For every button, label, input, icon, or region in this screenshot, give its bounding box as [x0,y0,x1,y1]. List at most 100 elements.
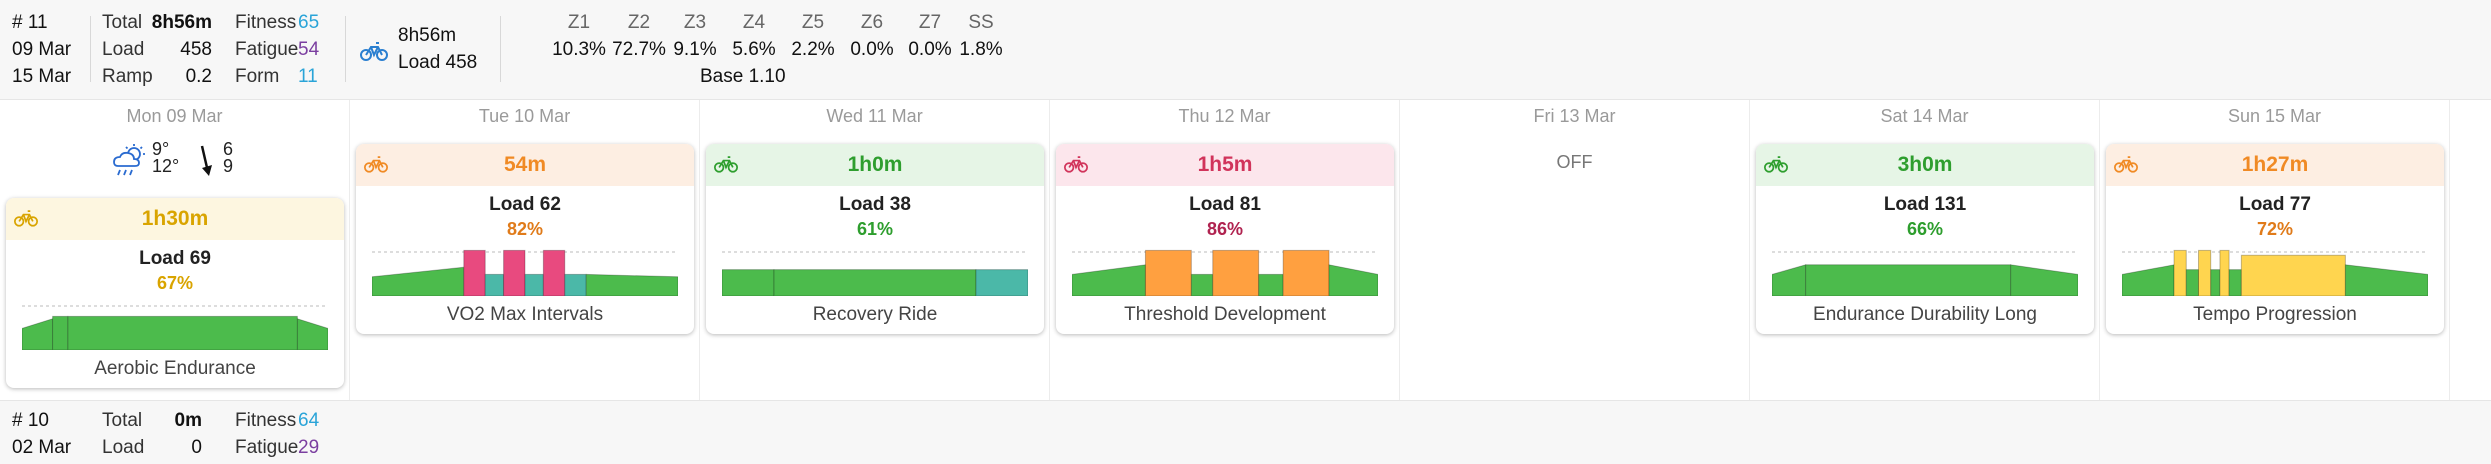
calendar-week: Mon 09 Mar 9° 12° 6 9 1h30m Load 69 67% Aer… [0,100,2491,400]
workout-header: 1h30m [6,198,344,240]
workout-name: Aerobic Endurance [94,358,256,379]
workout-card[interactable]: 3h0m Load 131 66% Endurance Durability Long [1756,144,2094,334]
fitness-value: 65 [298,12,320,33]
workout-load: Load 77 [2239,194,2311,215]
day-wednesday[interactable]: Wed 11 Mar 1h0m Load 38 61% Recovery Ride [700,100,1050,400]
workout-intensity: 61% [856,219,894,239]
ramp-label: Ramp [102,66,153,87]
workout-card[interactable]: 1h27m Load 77 72% Tempo Progression [2106,144,2444,334]
bike-icon [1064,156,1088,173]
prev-total-value: 0m [174,410,202,431]
workout-profile-chart [22,305,328,350]
interval-segment [372,266,465,296]
prev-week-number: # 10 [12,410,49,431]
interval-segment [296,318,328,350]
interval-segment [2210,269,2221,296]
workout-profile-chart [372,249,678,296]
day-sunday[interactable]: Sun 15 Mar 1h27m Load 77 72% Tempo Progress… [2100,100,2450,400]
interval-segment [564,273,587,296]
interval-segment [1328,264,1378,296]
wind-direction-icon [200,145,212,176]
fitness-labels: Fitness Fatigue Form [235,9,298,90]
workout-load: Load 38 [839,194,911,215]
workout-profile-chart [2122,249,2428,296]
interval-segment [484,273,505,296]
workout-name: Recovery Ride [812,304,938,325]
divider [345,16,346,82]
day-label: Fri 13 Mar [1533,106,1616,126]
prev-fatigue-value: 29 [298,437,320,458]
day-thursday[interactable]: Thu 12 Mar 1h5m Load 81 86% Threshold Devel… [1050,100,1400,400]
day-friday[interactable]: Fri 13 Mar OFF [1400,100,1750,400]
ramp-value: 0.2 [185,66,212,87]
workout-load: Load 62 [489,194,561,215]
fitness-label: Fitness [235,12,297,33]
workout-header: 3h0m [1756,144,2094,186]
interval-segment [722,269,775,296]
interval-segment [2240,254,2346,296]
ride-load: Load 458 [398,52,478,73]
workout-profile-chart [722,251,1028,296]
divider [500,16,501,82]
workout-card[interactable]: 1h5m Load 81 86% Threshold Development [1056,144,1394,334]
prev-total-label: Total [102,410,143,431]
day-label: Thu 12 Mar [1178,106,1271,126]
workout-card[interactable]: 54m Load 62 82% VO2 Max Intervals [356,144,694,334]
form-value: 11 [298,66,318,87]
workout-profile-chart [1072,249,1378,296]
interval-segment [1805,264,2012,296]
zone-z3: Z3 9.1% [673,12,717,60]
workout-name: Endurance Durability Long [1813,304,2037,325]
prev-fitness-labels: Fitness Fatigue [235,407,298,461]
load-label: Load [102,39,145,60]
workout-load: Load 81 [1189,194,1261,215]
interval-segment [2219,249,2230,296]
prev-fitness-value: 64 [298,410,320,431]
interval-segment [975,269,1028,296]
interval-segment [503,249,526,296]
workout-card[interactable]: 1h0m Load 38 61% Recovery Ride [706,144,1044,334]
workout-card[interactable]: 1h30m Load 69 67% Aerobic Endurance [6,198,344,388]
day-monday[interactable]: Mon 09 Mar 9° 12° 6 9 1h30m Load 69 67% Aer… [0,100,350,400]
interval-segment [2344,264,2428,296]
fitness-values: 65 54 11 [298,9,326,90]
workout-intensity: 82% [506,219,544,239]
ride-summary: 8h56m Load 458 [398,22,477,76]
partly-cloudy-rain-icon [113,144,145,176]
interval-segment [2173,249,2187,296]
interval-segment [22,318,54,350]
bike-icon [1764,156,1788,173]
workout-intensity: 67% [156,273,194,293]
workout-header: 1h5m [1056,144,1394,186]
workout-header: 1h27m [2106,144,2444,186]
interval-segment [463,249,486,296]
prev-week-start-date: 02 Mar [12,437,72,458]
interval-segment [2228,269,2242,296]
total-label: Total [102,12,143,33]
prev-fatigue-label: Fatigue [235,437,299,458]
totals-values: 8h56m 458 0.2 [150,9,212,90]
divider [90,16,91,82]
workout-duration: 1h5m [1197,153,1253,176]
fatigue-value: 54 [298,39,320,60]
workout-name: Tempo Progression [2193,304,2357,325]
day-saturday[interactable]: Sat 14 Mar 3h0m Load 131 66% Endurance Dura… [1750,100,2100,400]
prev-load-value: 0 [191,437,202,458]
wind-speed-b: 9 [223,156,234,176]
workout-intensity: 86% [1206,219,1244,239]
prev-fitness-label: Fitness [235,410,297,431]
week-number: # 11 [12,12,48,33]
interval-segment [542,249,566,296]
interval-segment [585,273,678,296]
weather: 9° 12° 6 9 [110,140,260,182]
workout-header: 54m [356,144,694,186]
zone-z5: Z5 2.2% [791,12,835,60]
zone-z2: Z2 72.7% [612,12,666,60]
interval-segment [67,315,298,350]
zone-ss: SS 1.8% [959,12,1003,60]
workout-load: Load 69 [139,248,211,269]
interval-segment [1212,249,1260,296]
workout-name: VO2 Max Intervals [446,304,604,325]
day-tuesday[interactable]: Tue 10 Mar 54m Load 62 82% VO2 Max Interval… [350,100,700,400]
load-value: 458 [180,39,212,60]
